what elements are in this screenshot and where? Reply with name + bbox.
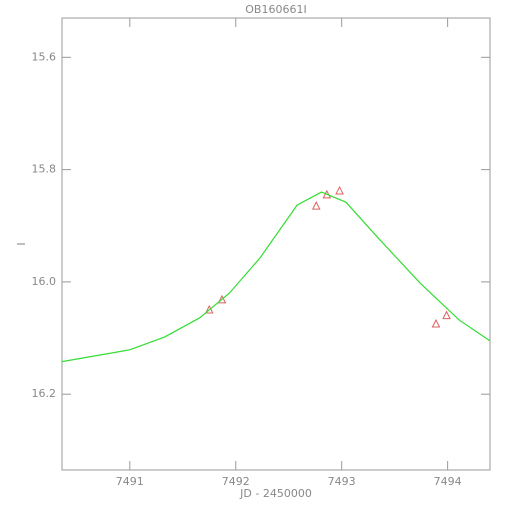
data-point	[311, 200, 321, 210]
model-curve	[61, 191, 491, 363]
x-tick-label: 7492	[222, 475, 250, 488]
y-tick-label: 16.2	[32, 387, 57, 400]
data-point	[442, 310, 451, 320]
x-tick-label: 7493	[328, 475, 356, 488]
plot-frame	[61, 17, 491, 471]
data-point	[217, 294, 227, 304]
x-tick-label: 7494	[434, 475, 462, 488]
y-tick-label: 15.8	[32, 163, 57, 176]
data-point	[431, 318, 441, 328]
y-tick-label: 16.0	[32, 275, 57, 288]
x-tick-label: 7491	[116, 475, 144, 488]
y-tick-label: 15.6	[32, 50, 57, 63]
data-point	[335, 185, 344, 195]
y-axis-label: I	[15, 242, 28, 245]
x-axis-label: JD - 2450000	[239, 487, 312, 500]
data-point	[204, 304, 214, 314]
chart-title: OB160661I	[245, 3, 306, 16]
